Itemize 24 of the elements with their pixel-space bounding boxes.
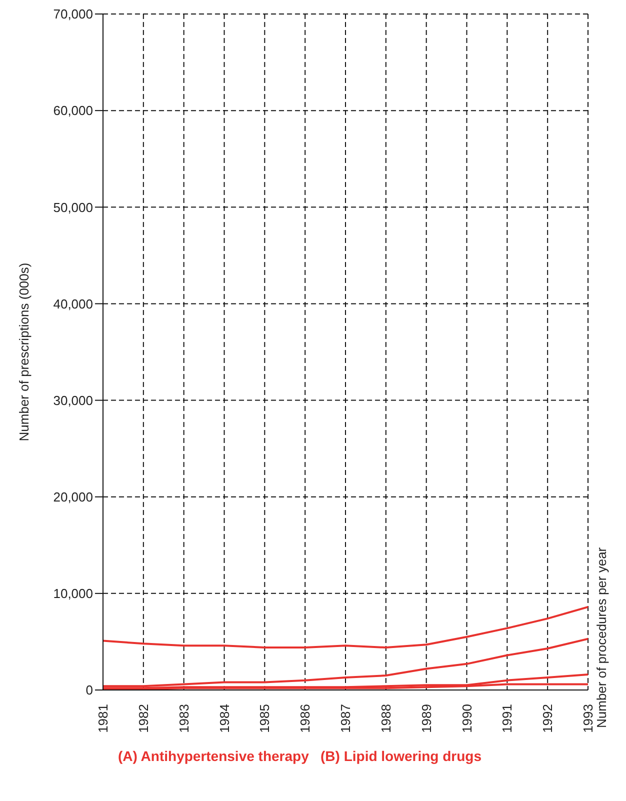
- x-tick-label: 1986: [298, 704, 313, 733]
- y-tick-label: 70,000: [53, 6, 93, 22]
- x-tick-label: 1983: [176, 704, 192, 733]
- x-tick-label: 1985: [257, 704, 272, 733]
- x-tick-label: 1984: [216, 704, 232, 733]
- y-tick-label: 60,000: [53, 103, 93, 118]
- x-tick-label: 1981: [96, 704, 110, 733]
- y-axis-title: Number of prescriptions (000s): [16, 262, 32, 442]
- text: (A) Antihypertensive therapy (B) Lipid lowering drugs: [118, 748, 483, 764]
- x-tick-label: 1991: [500, 704, 515, 733]
- y-tick-label: 0: [86, 682, 93, 698]
- y-tick-label: 30,000: [53, 392, 93, 408]
- y-tick-label: 50,000: [53, 200, 93, 215]
- x-tick-label: 1982: [136, 704, 151, 733]
- x-tick-label: 1989: [418, 704, 434, 733]
- x-tick-label: 1990: [459, 704, 474, 733]
- x-tick-label: 1988: [378, 704, 394, 733]
- y2-axis-title: Number of procedures per year: [594, 546, 609, 728]
- x-tick-label: 1993: [580, 704, 596, 733]
- y-tick-label: 40,000: [53, 296, 93, 312]
- y-tick-label: 10,000: [53, 586, 93, 602]
- y-tick-label: 20,000: [53, 489, 93, 504]
- x-tick-label: 1992: [540, 704, 556, 733]
- x-tick-label: 1987: [338, 704, 353, 733]
